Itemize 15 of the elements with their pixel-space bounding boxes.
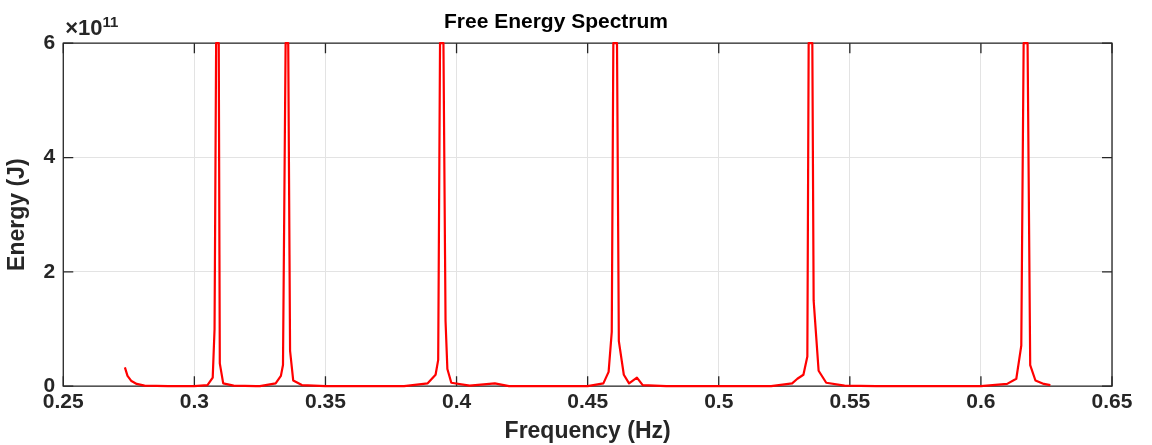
x-tick-label: 0.3 <box>179 388 209 412</box>
x-tick-label: 0.6 <box>966 388 996 412</box>
text: ×10$^{11}$ <box>65 13 119 42</box>
x-axis-title: Frequency (Hz) <box>504 416 671 443</box>
chart-title: Free Energy Spectrum <box>443 9 669 33</box>
x-tick-label: 0.45 <box>567 388 609 412</box>
y-axis-title: Energy (J) <box>3 158 30 271</box>
x-tick-label: 0.4 <box>441 388 472 412</box>
x-tick-label: 0.65 <box>1091 388 1133 412</box>
x-tick-label: 0.35 <box>305 388 347 412</box>
y-tick-label: 2 <box>43 258 56 282</box>
x-tick-label: 0.5 <box>704 388 734 412</box>
y-tick-label: 6 <box>43 30 56 53</box>
y-tick-label: 4 <box>43 144 56 168</box>
x-tick-label: 0.55 <box>829 388 871 412</box>
